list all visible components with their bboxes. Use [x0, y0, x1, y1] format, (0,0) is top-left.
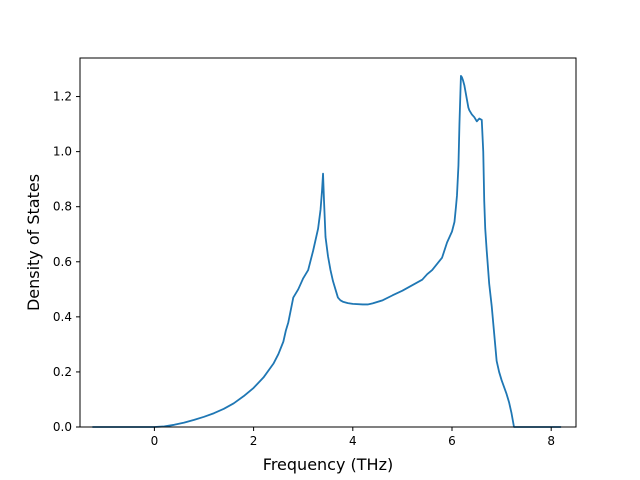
x-tick-label: 2	[250, 434, 258, 448]
y-tick-label: 0.0	[53, 420, 72, 434]
x-tick-label: 4	[349, 434, 357, 448]
y-tick-label: 1.0	[53, 145, 72, 159]
plot-layer	[92, 75, 562, 428]
plot-frame	[79, 57, 577, 428]
y-axis-label: Density of States	[24, 174, 43, 311]
x-tick-label: 0	[151, 434, 159, 448]
y-tick-label: 1.2	[53, 90, 72, 104]
x-tick-label: 8	[547, 434, 555, 448]
x-tick-label: 6	[448, 434, 456, 448]
y-tick-label: 0.8	[53, 200, 72, 214]
y-tick-label: 0.2	[53, 365, 72, 379]
x-axis-label: Frequency (THz)	[263, 455, 393, 474]
dos-series-line-0	[92, 75, 562, 428]
y-tick-label: 0.4	[53, 310, 72, 324]
y-tick-label: 0.6	[53, 255, 72, 269]
y-axis-ticks: 0.0 0.2 0.4 0.6 0.8 1.0 1.2	[53, 90, 80, 434]
x-axis-ticks: 0 2 4 6 8	[151, 427, 555, 448]
